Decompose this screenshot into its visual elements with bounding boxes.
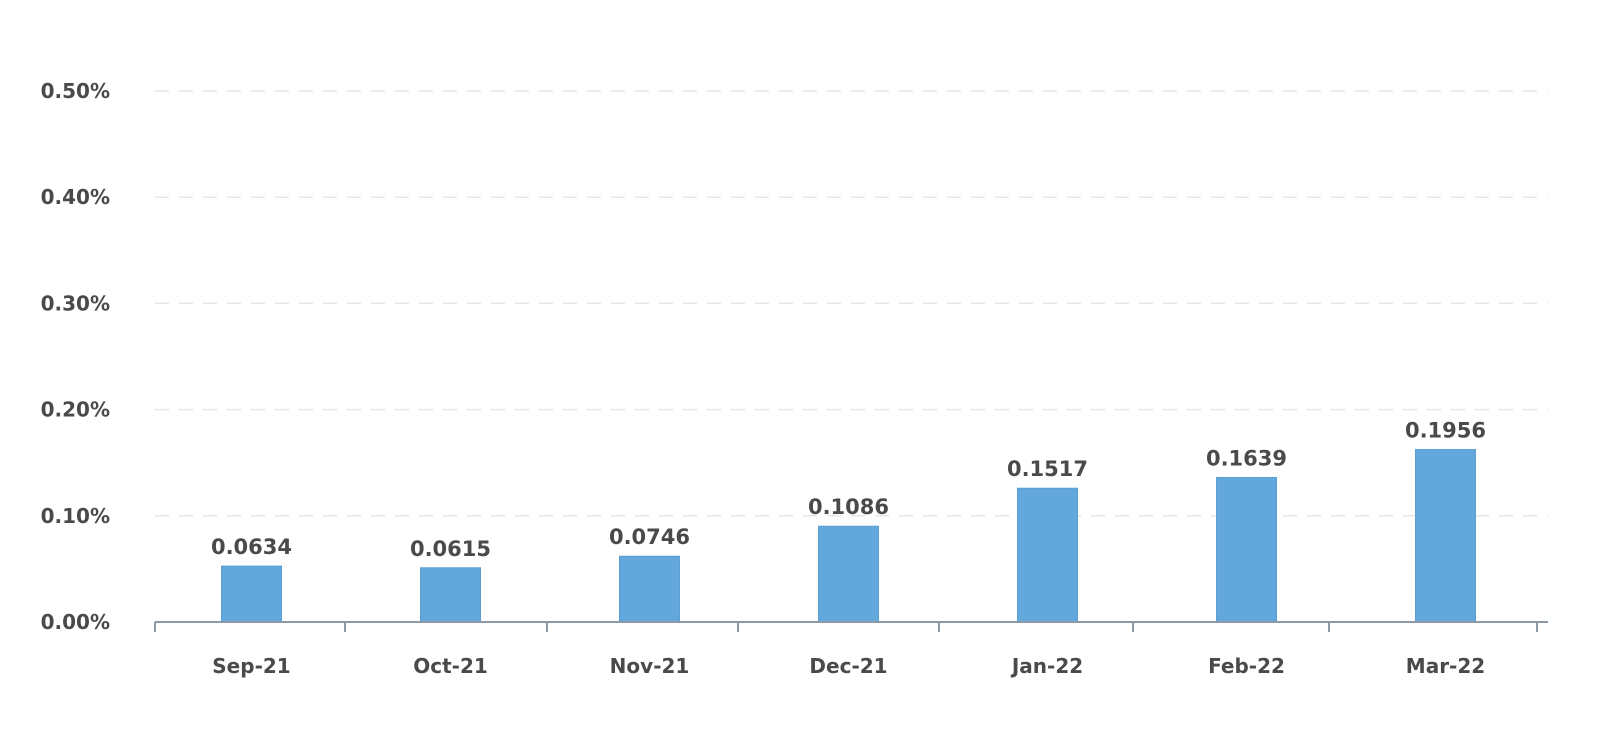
bar <box>221 565 282 623</box>
gridlines <box>155 90 1548 517</box>
bar-value-label: 0.1086 <box>808 495 889 519</box>
x-tick-label: Sep-21 <box>212 654 290 678</box>
bar <box>1017 487 1078 623</box>
bar <box>1216 476 1277 623</box>
bar <box>420 567 481 623</box>
bar-value-label: 0.1639 <box>1206 446 1287 470</box>
x-tick-label: Dec-21 <box>809 654 887 678</box>
x-axis <box>154 621 1548 632</box>
bar <box>1415 449 1476 623</box>
bar-value-label: 0.0746 <box>609 525 690 549</box>
y-tick-label: 0.50% <box>41 79 110 103</box>
x-axis-tick-labels: Sep-21 Oct-21 Nov-21 Dec-21 Jan-22 Feb-22 Mar-… <box>212 654 1485 678</box>
y-tick-label: 0.30% <box>41 291 110 315</box>
y-tick-label: 0.10% <box>41 504 110 528</box>
x-tick-label: Nov-21 <box>610 654 690 678</box>
bar-value-label: 0.1956 <box>1405 419 1486 443</box>
y-tick-label: 0.00% <box>41 610 110 634</box>
x-tick-label: Feb-22 <box>1208 654 1285 678</box>
x-tick-label: Oct-21 <box>413 654 488 678</box>
data-labels: 0.0634 0.0615 0.0746 0.1086 0.1517 0.1639 0.19… <box>211 419 1486 561</box>
bar-value-label: 0.0615 <box>410 537 491 561</box>
y-tick-label: 0.40% <box>41 185 110 209</box>
bar <box>619 555 680 623</box>
x-tick-label: Mar-22 <box>1406 654 1485 678</box>
bar-value-label: 0.1517 <box>1007 457 1088 481</box>
y-axis-tick-labels: 0.00% 0.10% 0.20% 0.30% 0.40% 0.50% <box>41 79 110 634</box>
x-tick-label: Jan-22 <box>1010 654 1083 678</box>
bars <box>221 449 1476 623</box>
y-tick-label: 0.20% <box>41 398 110 422</box>
bar <box>818 525 879 623</box>
bar-value-label: 0.0634 <box>211 535 292 559</box>
